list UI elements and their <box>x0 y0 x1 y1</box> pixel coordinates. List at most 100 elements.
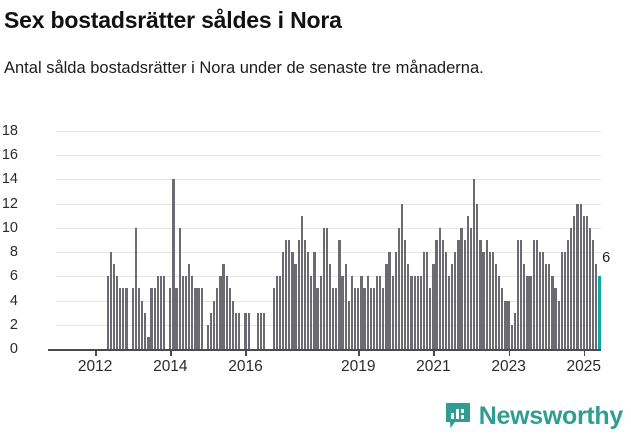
bar <box>303 240 307 349</box>
bar <box>260 312 263 349</box>
bar <box>426 252 429 349</box>
plot-area: 0 2 4 6 8 10 12 14 16 18 6 <box>2 124 610 357</box>
bar <box>460 227 463 349</box>
bar <box>366 276 369 349</box>
bar <box>178 227 181 349</box>
bar <box>476 203 479 349</box>
bar <box>125 288 128 349</box>
y-axis-tick-label: 0 <box>9 341 18 357</box>
brand-name: Newsworthy <box>478 402 624 430</box>
bar <box>131 288 134 349</box>
bar <box>285 240 288 349</box>
bar <box>209 312 213 349</box>
bar <box>106 276 109 349</box>
bar <box>238 312 241 349</box>
bar <box>194 288 197 349</box>
bar <box>272 288 275 349</box>
bar <box>363 288 366 349</box>
bar <box>341 276 344 349</box>
bar <box>535 240 538 349</box>
bar <box>184 276 188 349</box>
bar <box>137 288 141 349</box>
bar <box>551 276 554 349</box>
bar <box>344 264 347 349</box>
bar <box>379 276 382 349</box>
bar <box>281 252 285 349</box>
bar <box>112 264 116 349</box>
bar <box>360 276 363 349</box>
y-axis-tick-label: 18 <box>1 123 18 139</box>
x-axis-tick-label: 2025 <box>566 358 602 375</box>
bar <box>419 276 423 349</box>
bar <box>159 276 163 349</box>
x-axis-tick <box>245 349 248 356</box>
x-axis-tick-label: 2016 <box>228 358 263 375</box>
bar <box>222 264 225 349</box>
bar <box>513 312 516 349</box>
bar <box>313 252 316 349</box>
y-axis-tick-label: 8 <box>9 244 18 261</box>
bar-highlighted <box>598 276 601 349</box>
bar <box>570 227 573 349</box>
bar <box>156 276 159 349</box>
bar <box>225 276 228 349</box>
x-axis-tick-label: 2014 <box>153 358 188 375</box>
bar <box>200 288 203 349</box>
bar <box>335 288 338 349</box>
bar <box>454 252 457 349</box>
bar <box>507 300 510 349</box>
bar <box>216 288 219 349</box>
bar <box>588 227 592 349</box>
bar <box>219 276 222 349</box>
bar <box>422 252 426 349</box>
bar <box>482 252 485 349</box>
bar <box>206 324 210 349</box>
bar <box>328 264 332 349</box>
page-title: Sex bostadsrätter såldes i Nora <box>4 7 342 33</box>
x-axis-tick <box>508 349 511 356</box>
bar <box>538 252 542 349</box>
bar <box>278 276 282 349</box>
bar <box>432 264 435 349</box>
bar <box>397 227 401 349</box>
gridline <box>56 324 601 326</box>
bar <box>451 264 454 349</box>
bar <box>592 240 595 349</box>
gridline <box>56 179 601 181</box>
bar <box>169 288 172 349</box>
bar <box>372 288 376 349</box>
bar <box>504 300 507 349</box>
bar-value-label: 6 <box>602 250 611 267</box>
bar <box>441 240 444 349</box>
bar <box>191 276 194 349</box>
y-axis-tick-label: 10 <box>1 219 18 236</box>
bar <box>523 264 526 349</box>
bar <box>369 288 372 349</box>
bar <box>595 264 598 349</box>
bar <box>231 300 235 349</box>
bar <box>234 312 238 349</box>
bar <box>294 264 297 349</box>
bar <box>247 312 250 349</box>
bar <box>585 215 589 349</box>
y-axis-tick-label: 14 <box>1 171 18 188</box>
y-axis-tick-label: 4 <box>9 292 18 309</box>
bar <box>175 288 178 349</box>
bar <box>548 264 551 349</box>
bar <box>582 215 585 349</box>
bar <box>357 288 360 349</box>
bar <box>416 276 419 349</box>
bar <box>147 336 150 349</box>
bar <box>510 324 513 349</box>
y-axis-tick-label: 16 <box>1 147 18 164</box>
bar <box>576 203 579 349</box>
y-axis-tick-label: 6 <box>9 268 18 285</box>
bar <box>134 227 137 349</box>
bar <box>494 264 498 349</box>
bar <box>413 276 416 349</box>
bar <box>520 240 523 349</box>
bar-chart: 0 2 4 6 8 10 12 14 16 18 6 2012 2014 2016 2019 2021 20… <box>0 118 631 388</box>
bar <box>213 300 216 349</box>
bar <box>332 288 335 349</box>
